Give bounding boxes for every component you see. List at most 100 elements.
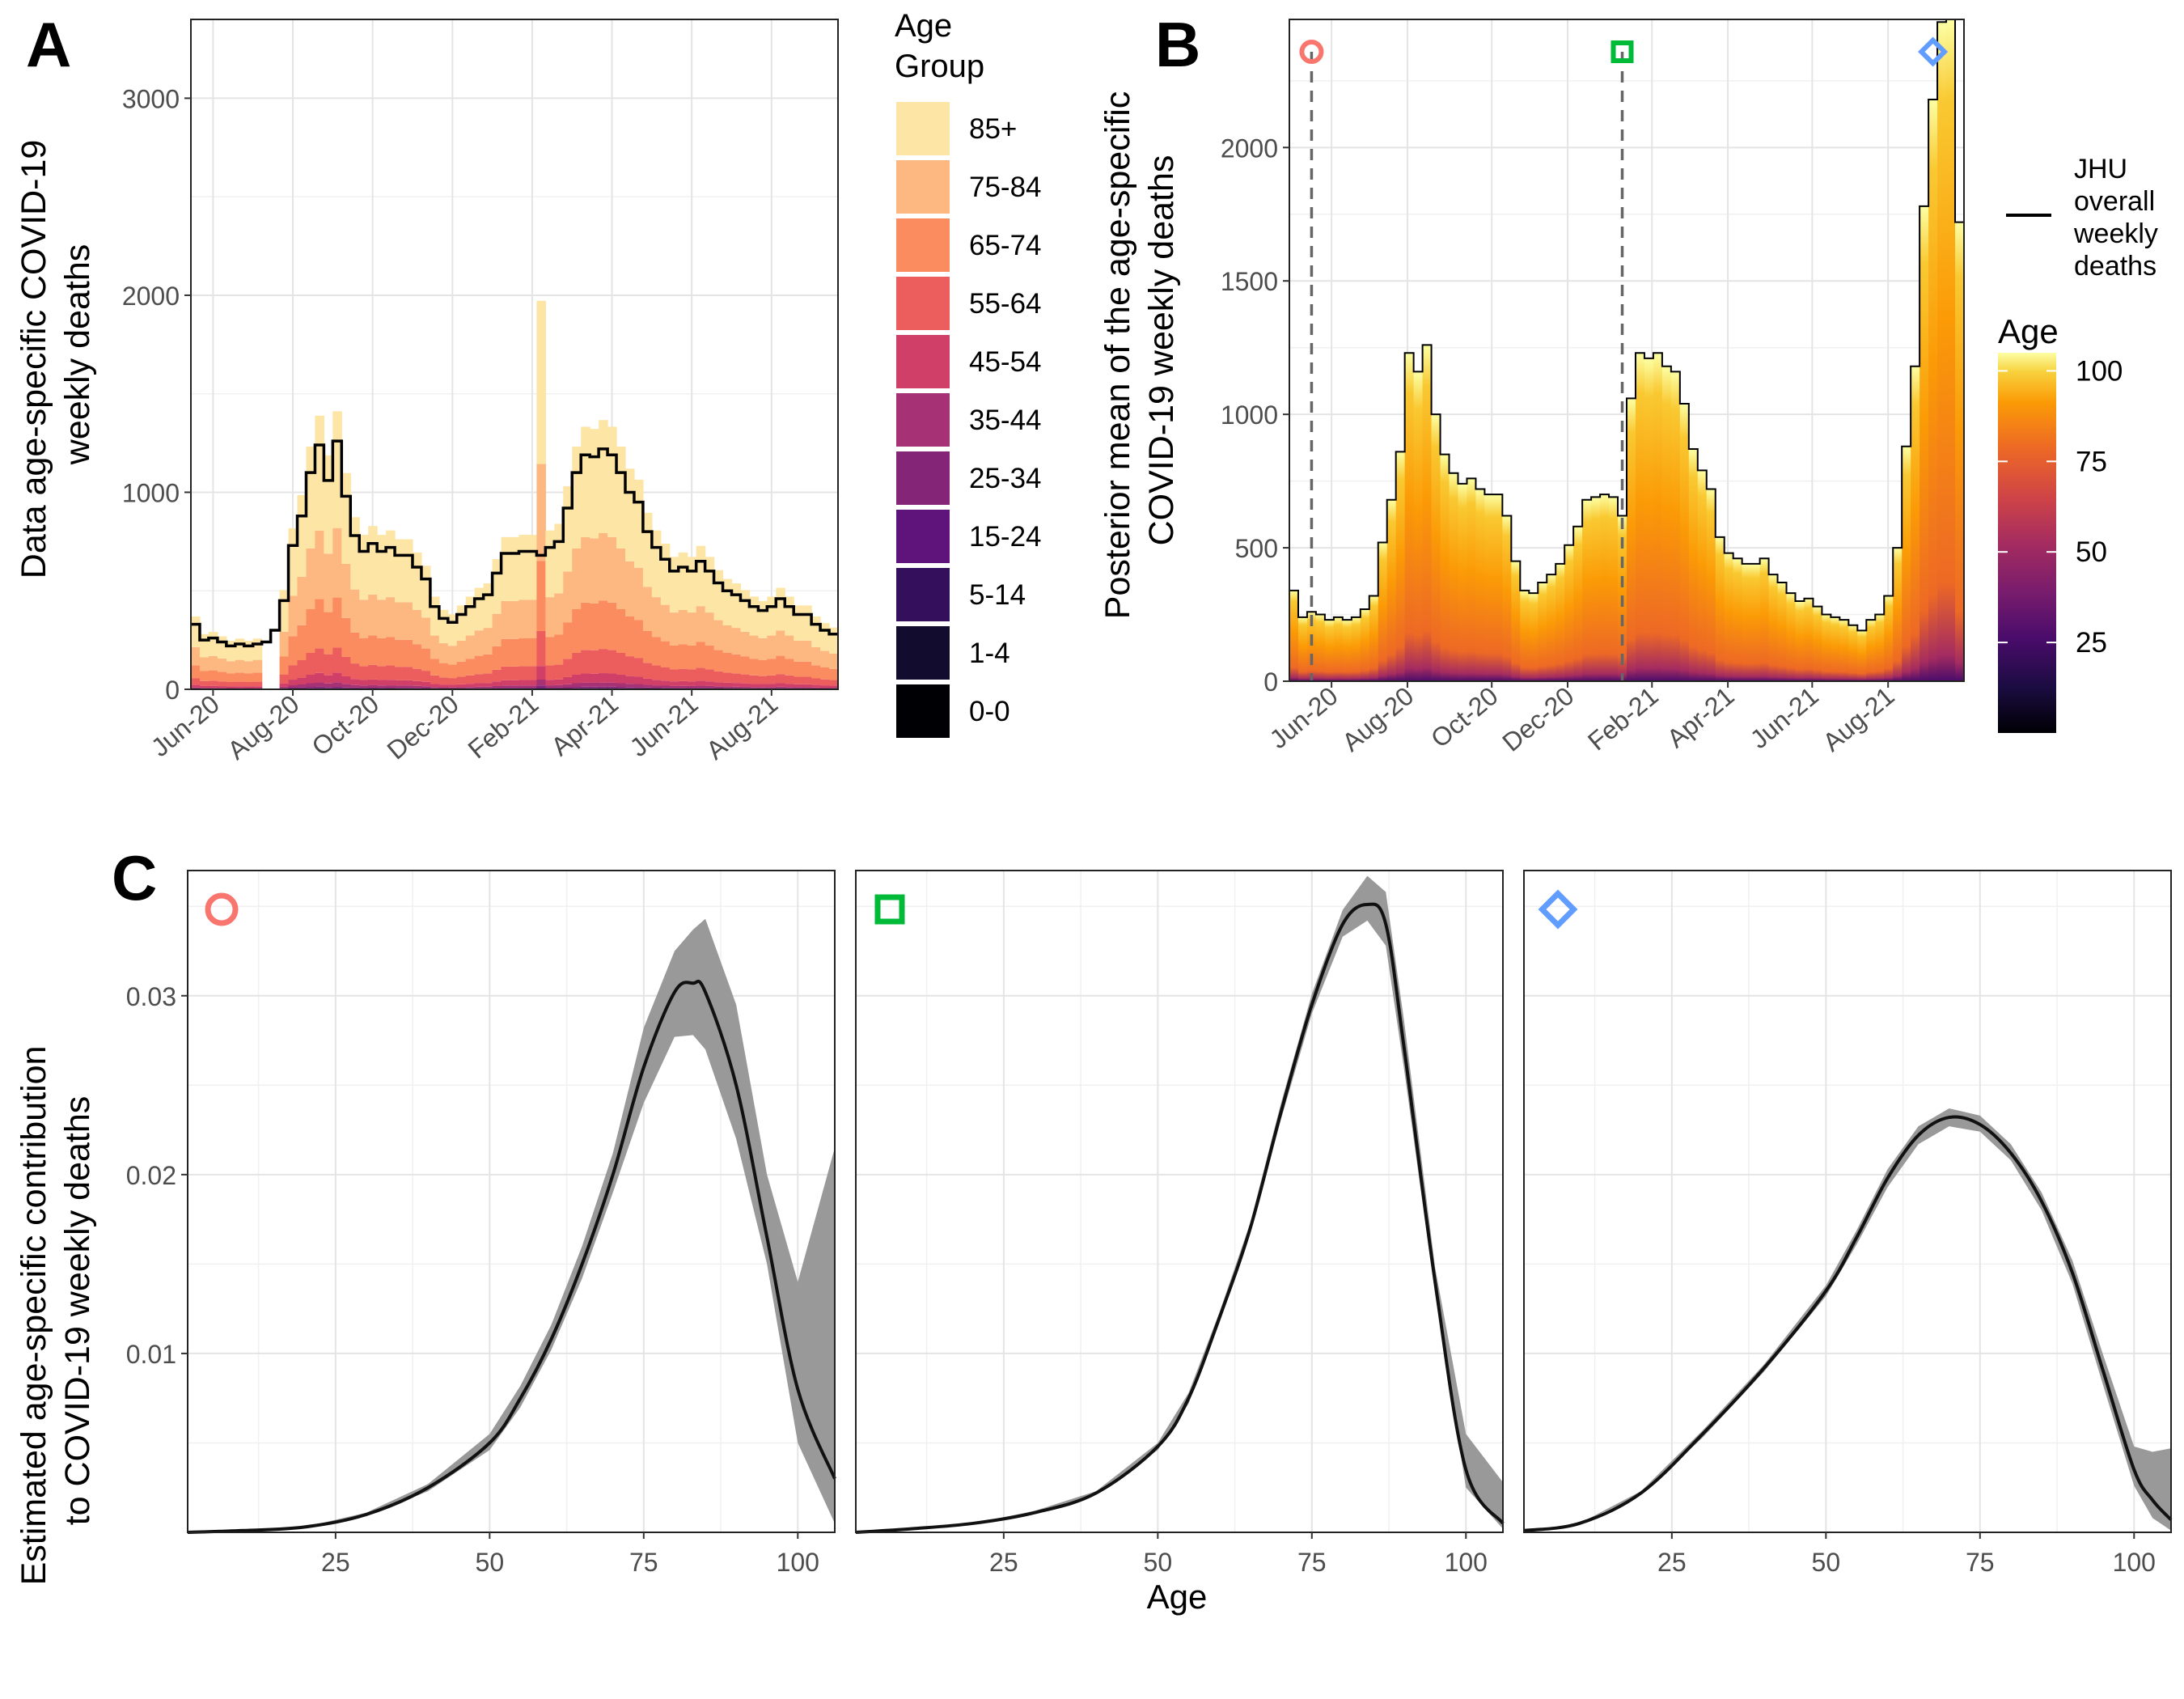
- panel-a-bar-segment: [412, 685, 422, 688]
- panel-a-bar-segment: [758, 676, 768, 684]
- panel-a-bar-segment: [624, 616, 635, 657]
- panel-c-facet-1: 25 50 75 100 0.01 0.02 0.03: [126, 870, 836, 1577]
- panel-b-week-bar: [1759, 558, 1770, 681]
- panel-b-week-bar: [1627, 398, 1636, 681]
- panel-a-bar-segment: [235, 638, 245, 660]
- panel-a-bar-segment: [722, 578, 733, 625]
- panel-a-bar-segment: [722, 682, 733, 687]
- panel-a-bar-segment: [492, 646, 502, 670]
- panel-a-bar-segment: [794, 640, 803, 662]
- panel-a-bar-segment: [483, 654, 493, 674]
- panel-a-bar-segment: [722, 625, 733, 653]
- panel-a-bar-segment: [456, 661, 467, 677]
- panel-b-y-title: Posterior mean of the age-specific COVID…: [1098, 82, 1181, 619]
- panel-a-bar-segment: [386, 665, 396, 680]
- panel-a-bar-segment: [590, 538, 599, 604]
- panel-c-facets: 25 50 75 100 0.01 0.02 0.03 25 50 75 100 25 50 75 100: [126, 870, 2173, 1577]
- panel-a-bar-segment: [243, 673, 254, 682]
- panel-a-bar-segment: [581, 686, 590, 688]
- panel-a-bar-segment: [438, 677, 449, 685]
- panel-a-bar-segment: [412, 668, 422, 681]
- panel-a-bar-segment: [802, 661, 812, 677]
- panel-a-bar-segment: [395, 667, 404, 680]
- panel-a-bar-segment: [687, 612, 697, 646]
- panel-a-bar-segment: [527, 535, 537, 600]
- panel-a-bar-segment: [722, 672, 733, 683]
- panel-c-x-tick-label: 75: [629, 1548, 658, 1577]
- panel-a-bar-segment: [208, 685, 218, 688]
- panel-a-bar-segment: [492, 613, 502, 646]
- panel-a-bar-segment: [820, 650, 830, 667]
- panel-c-facet-marker-diamond: [1538, 889, 1578, 930]
- panel-a-bar-segment: [217, 681, 227, 687]
- panel-c-y-title: Estimated age-specific contribution to C…: [15, 1036, 97, 1586]
- panel-a-bar-segment: [412, 680, 422, 686]
- panel-a-bar-segment: [669, 645, 679, 670]
- panel-b-week-bar: [1786, 593, 1797, 681]
- panel-a-bar-segment: [297, 677, 307, 684]
- panel-a-bar-segment: [252, 659, 263, 673]
- panel-a-bar-segment: [315, 688, 324, 689]
- panel-b-week-bar: [1369, 595, 1379, 681]
- panel-a-bar-segment: [785, 596, 794, 636]
- panel-b-week-bar: [1573, 526, 1583, 681]
- panel-a-bar-segment: [483, 583, 493, 629]
- age-group-legend-swatch: [896, 102, 950, 155]
- panel-a-bar-segment: [510, 638, 520, 667]
- age-group-legend-label: 25-34: [969, 463, 1042, 494]
- panel-b-week-bar: [1661, 366, 1672, 681]
- panel-a-bar-segment: [332, 411, 342, 528]
- panel-b-x-tick-label: Aug-20: [1336, 681, 1419, 757]
- panel-c-mean-curve: [855, 902, 1505, 1534]
- panel-a-bar-segment: [651, 665, 662, 680]
- panel-a-bar-segment: [705, 685, 715, 688]
- panel-a-bar-segment: [669, 669, 679, 682]
- panel-b-marker-square: [1610, 40, 1634, 63]
- panel-b-y-tick-label: 0: [1263, 667, 1278, 697]
- panel-b-week-bar: [1511, 561, 1521, 681]
- jhu-legend-line-2: overall: [2074, 186, 2155, 217]
- panel-b-y-tick-label: 1000: [1221, 400, 1278, 430]
- panel-b-week-bar: [1395, 451, 1406, 681]
- panel-a-bar-segment: [607, 686, 617, 688]
- panel-a-bar-segment: [785, 675, 794, 684]
- panel-a-bar-segment: [474, 686, 485, 688]
- age-group-legend-swatch: [896, 451, 950, 505]
- panel-a-bar-segment: [527, 666, 537, 680]
- panel-a-bar-segment: [563, 486, 573, 572]
- panel-c-facet-border: [1523, 870, 2172, 1533]
- panel-a-bar-segment: [607, 602, 617, 650]
- panel-a-bar-segment: [590, 682, 599, 687]
- panel-b-week-bar: [1857, 630, 1867, 681]
- panel-a-bar-segment: [713, 671, 724, 683]
- panel-a-bar-segment: [776, 655, 785, 675]
- panel-a-bar-segment: [563, 687, 573, 688]
- panel-b-age-gradient-bars: [1289, 19, 1965, 682]
- panel-a-bar-segment: [607, 426, 617, 537]
- panel-a-bar-segment: [279, 683, 290, 687]
- panel-a-bar-segment: [794, 661, 803, 677]
- panel-a-bar-segment: [794, 676, 803, 684]
- panel-a-bar-segment: [633, 676, 644, 684]
- panel-a-bar-segment: [651, 597, 662, 638]
- panel-a-bar-segment: [536, 300, 546, 464]
- panel-a-bar-segment: [492, 559, 502, 614]
- panel-b-week-bar: [1946, 19, 1956, 681]
- panel-a-bar-segment: [624, 468, 635, 561]
- panel-a-bar-segment: [563, 676, 573, 684]
- panel-a-bar-segment: [536, 666, 546, 680]
- panel-a-bar-segment: [226, 661, 236, 674]
- panel-b-x-tick-label: Oct-20: [1425, 681, 1504, 753]
- panel-b-week-bar: [1795, 601, 1805, 681]
- panel-b-week-bar: [1742, 563, 1752, 681]
- panel-a-bar-segment: [572, 608, 582, 653]
- panel-a-bar-segment: [536, 685, 546, 688]
- panel-a-bar-segment: [545, 597, 555, 638]
- panel-a-bar-segment: [767, 659, 777, 676]
- panel-a-bar-segment: [252, 681, 263, 687]
- age-group-legend-label: 5-14: [969, 579, 1026, 611]
- panel-a-bar-segment: [794, 605, 803, 641]
- panel-a-bar-segment: [315, 672, 324, 683]
